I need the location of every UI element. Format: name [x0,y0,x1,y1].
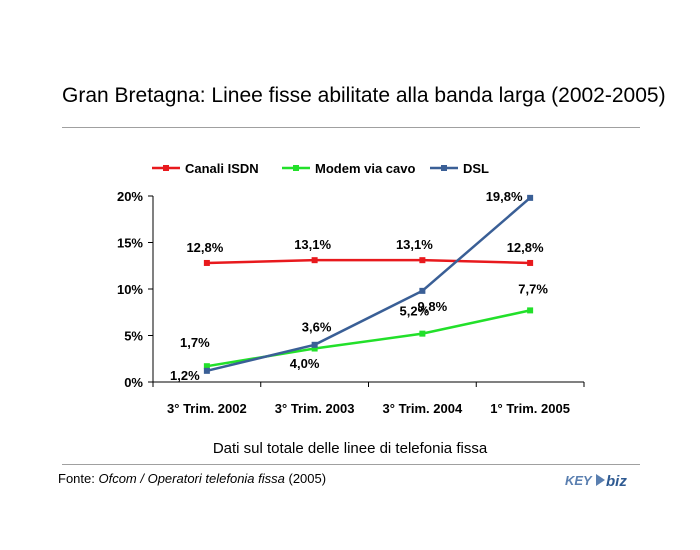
data-point [419,257,426,264]
logo-biz-text: biz [606,473,627,490]
data-label: 1,2% [170,368,200,383]
data-point [203,259,210,266]
data-point [419,287,426,294]
data-label: 7,7% [518,281,548,296]
x-tick-label: 3° Trim. 2002 [167,401,247,416]
logo-key-text: KEY [565,473,593,488]
keybiz-logo: KEY biz [565,473,627,490]
data-label: 19,8% [486,189,523,204]
line-chart: Canali ISDN Modem via cavo DSL 0% 5% 10% 15% 2… [117,161,585,416]
y-tick-label: 5% [124,329,143,344]
legend-entry: Modem via cavo [315,161,415,176]
legend-swatch-marker [441,165,447,171]
data-label: 5,2% [400,304,430,319]
footer-divider [62,464,640,465]
legend-entry: DSL [463,161,489,176]
x-tick-label: 3° Trim. 2004 [383,401,463,416]
data-point [203,363,210,370]
series-line-0 [206,258,531,265]
data-label: 13,1% [396,237,433,252]
chart-data-labels: 12,8% 13,1% 13,1% 12,8% 1,7% 3,6% 5,2% 7,7% 1,2%… [170,189,548,383]
y-tick-label: 15% [117,236,143,251]
y-tick-label: 0% [124,375,143,390]
data-label: 13,1% [294,237,331,252]
page-title: Gran Bretagna: Linee fisse abilitate all… [62,84,666,107]
legend-entry: Canali ISDN [185,161,259,176]
x-tick-label: 3° Trim. 2003 [275,401,355,416]
source-prefix: Fonte: [58,471,99,486]
data-point [311,345,318,352]
data-label: 12,8% [186,240,223,255]
series-line-2 [206,196,531,373]
chart-subtitle: Dati sul totale delle linee di telefonia… [212,440,488,457]
chart-axes: 0% 5% 10% 15% 20% 3° Trim. 2002 3° Trim. 2003 3… [117,189,585,416]
data-point [527,194,534,201]
data-point [419,330,426,337]
title-divider [62,127,640,128]
source-year: (2005) [284,471,327,486]
source-note: Fonte: Ofcom / Operatori telefonia fissa… [58,471,326,486]
data-label: 4,0% [290,356,320,371]
legend-swatch-marker [163,165,169,171]
data-point [527,259,534,266]
data-label: 3,6% [302,320,332,335]
chart-legend: Canali ISDN Modem via cavo DSL [152,161,489,176]
logo-arrow-icon [596,474,605,486]
data-point [311,257,318,264]
data-label: 1,7% [180,335,210,350]
data-label: 12,8% [507,240,544,255]
chart-series [203,194,534,374]
data-label: 9,8% [418,299,448,314]
y-tick-label: 10% [117,282,143,297]
x-tick-label: 1° Trim. 2005 [490,401,570,416]
data-point [311,341,318,348]
y-tick-label: 20% [117,189,143,204]
legend-swatch-marker [293,165,299,171]
data-point [203,367,210,374]
source-name: Ofcom / Operatori telefonia fissa [98,471,285,486]
data-point [527,307,534,314]
